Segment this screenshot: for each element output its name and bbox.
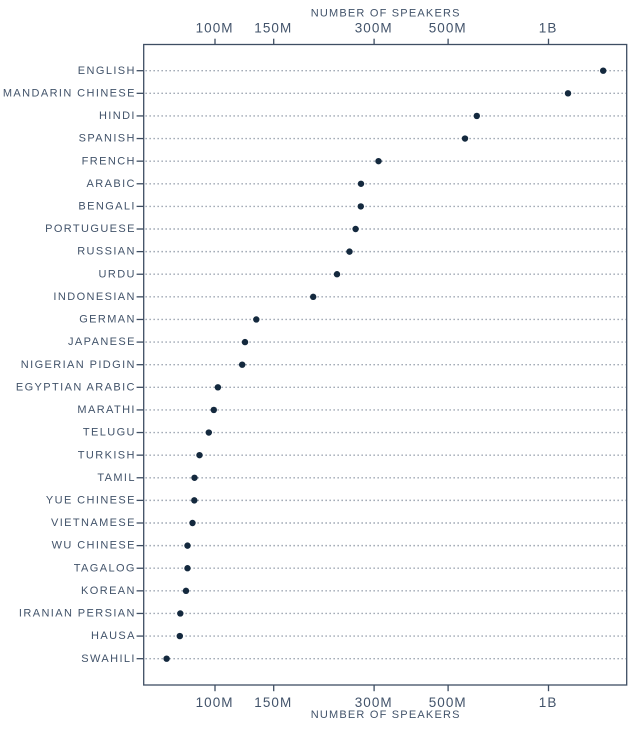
svg-text:100M: 100M [196, 21, 234, 36]
svg-text:INDONESIAN: INDONESIAN [53, 291, 135, 303]
svg-text:FRENCH: FRENCH [82, 155, 136, 167]
svg-text:100M: 100M [196, 695, 234, 710]
svg-text:ARABIC: ARABIC [87, 178, 136, 190]
svg-text:URDU: URDU [99, 268, 136, 280]
svg-text:1B: 1B [539, 21, 558, 36]
svg-text:WU CHINESE: WU CHINESE [52, 540, 136, 552]
svg-text:500M: 500M [429, 695, 467, 710]
svg-text:500M: 500M [429, 21, 467, 36]
svg-text:MANDARIN CHINESE: MANDARIN CHINESE [3, 87, 136, 99]
svg-text:SPANISH: SPANISH [79, 133, 136, 145]
svg-text:JAPANESE: JAPANESE [68, 336, 136, 348]
svg-text:300M: 300M [355, 695, 393, 710]
svg-text:NIGERIAN PIDGIN: NIGERIAN PIDGIN [21, 359, 136, 371]
svg-text:TURKISH: TURKISH [78, 449, 136, 461]
svg-text:ENGLISH: ENGLISH [78, 65, 136, 77]
svg-text:TAGALOG: TAGALOG [74, 562, 136, 574]
svg-text:HAUSA: HAUSA [91, 630, 136, 642]
svg-text:NUMBER OF SPEAKERS: NUMBER OF SPEAKERS [311, 709, 461, 721]
svg-text:300M: 300M [355, 21, 393, 36]
svg-text:VIETNAMESE: VIETNAMESE [51, 517, 136, 529]
svg-text:NUMBER OF SPEAKERS: NUMBER OF SPEAKERS [311, 8, 461, 20]
svg-text:PORTUGUESE: PORTUGUESE [45, 223, 136, 235]
svg-text:MARATHI: MARATHI [77, 404, 135, 416]
svg-text:IRANIAN PERSIAN: IRANIAN PERSIAN [19, 608, 136, 620]
svg-text:150M: 150M [254, 695, 292, 710]
svg-text:RUSSIAN: RUSSIAN [77, 246, 136, 258]
svg-text:TAMIL: TAMIL [97, 472, 136, 484]
svg-text:150M: 150M [254, 21, 292, 36]
svg-text:HINDI: HINDI [99, 110, 136, 122]
svg-text:EGYPTIAN ARABIC: EGYPTIAN ARABIC [16, 381, 136, 393]
svg-text:SWAHILI: SWAHILI [81, 653, 136, 665]
svg-text:GERMAN: GERMAN [79, 314, 136, 326]
svg-text:BENGALI: BENGALI [78, 200, 136, 212]
svg-text:1B: 1B [539, 695, 558, 710]
svg-text:KOREAN: KOREAN [81, 585, 136, 597]
svg-text:YUE CHINESE: YUE CHINESE [46, 494, 136, 506]
svg-text:TELUGU: TELUGU [83, 427, 136, 439]
